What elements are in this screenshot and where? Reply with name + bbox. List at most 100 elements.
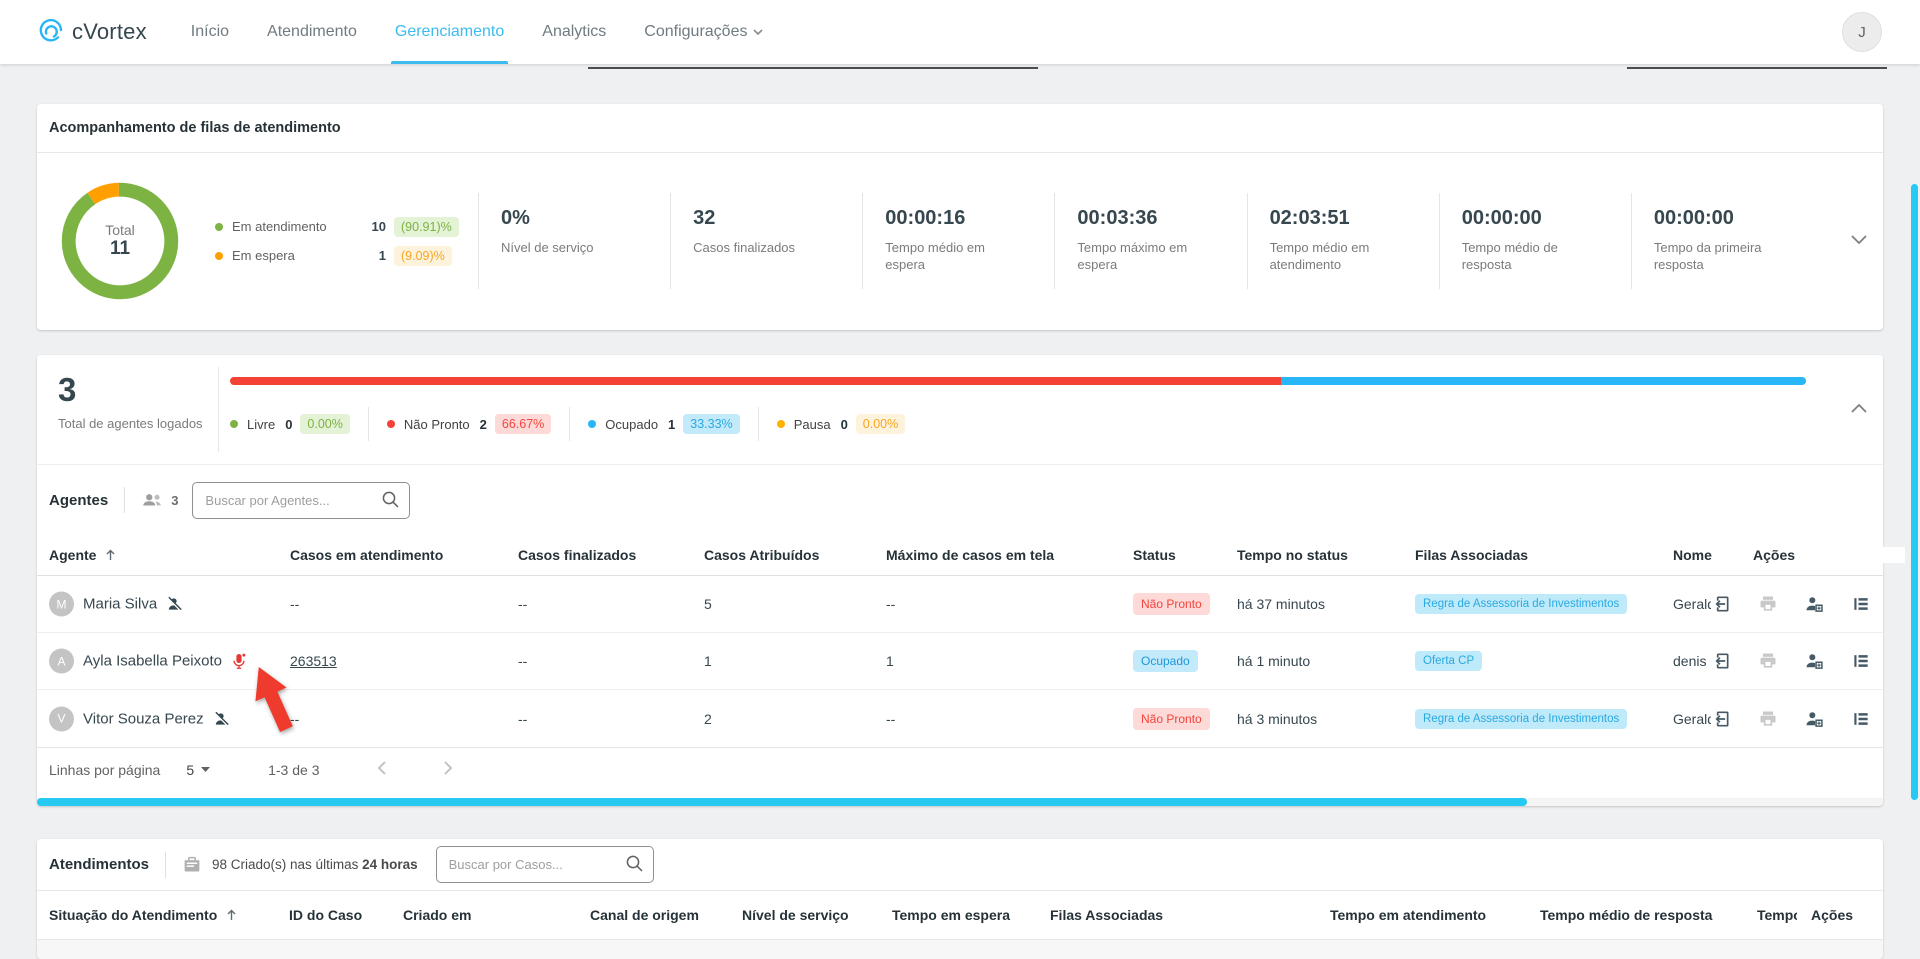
print-icon[interactable] — [1758, 651, 1778, 671]
mic-alert-icon[interactable] — [231, 652, 247, 670]
col-tempo-clipped[interactable]: Tempo — [1757, 907, 1797, 923]
nav-item-gerenciamento[interactable]: Gerenciamento — [390, 0, 509, 64]
legend-count: 0 — [285, 416, 293, 432]
user-avatar[interactable]: J — [1842, 12, 1882, 52]
legend-count: 2 — [479, 416, 487, 432]
status-bar-segment — [1280, 377, 1806, 385]
legend-count: 1 — [378, 248, 386, 263]
assign-agent-icon[interactable] — [1804, 594, 1824, 614]
caret-down-icon — [201, 767, 211, 772]
stat-tempo-primeira-resposta: 00:00:00 Tempo da primeira resposta — [1630, 193, 1823, 289]
horizontal-scrollbar-thumb[interactable] — [37, 798, 1527, 806]
col-filas-associadas[interactable]: Filas Associadas — [1050, 907, 1164, 923]
green-dot-icon — [230, 420, 238, 428]
col-canal-origem[interactable]: Canal de origem — [590, 907, 699, 923]
status-badge: Ocupado — [1133, 650, 1198, 672]
agents-status-bar — [230, 377, 1806, 385]
voice-off-icon[interactable] — [166, 596, 183, 613]
col-tempo-atendimento[interactable]: Tempo em atendimento — [1330, 907, 1487, 923]
col-situacao[interactable]: Situação do Atendimento — [49, 907, 237, 923]
col-acoes: Ações — [1805, 907, 1883, 923]
col-casos-atribuidos[interactable]: Casos Atribuídos — [704, 547, 820, 563]
divider — [165, 851, 167, 878]
cases-search — [435, 846, 654, 883]
col-acoes: Ações — [1749, 547, 1905, 563]
chevron-left-icon — [378, 761, 387, 775]
queue-list-icon[interactable] — [1851, 594, 1871, 614]
col-tempo-no-status[interactable]: Tempo no status — [1237, 547, 1348, 563]
casos-atribuidos-value: 1 — [704, 653, 712, 669]
stat-casos-finalizados: 32 Casos finalizados — [670, 193, 862, 289]
print-icon[interactable] — [1758, 709, 1778, 729]
agent-row-maria-silva[interactable]: M Maria Silva -- -- 5 -- Não Pronto há 3… — [37, 576, 1883, 633]
col-tempo-espera[interactable]: Tempo em espera — [892, 907, 1011, 923]
assign-agent-icon[interactable] — [1804, 651, 1824, 671]
case-link[interactable]: 263513 — [290, 653, 337, 669]
legend-count: 10 — [371, 219, 386, 234]
agents-summary: 3 Total de agentes logados Livre 0 0.00%… — [37, 355, 1883, 465]
horizontal-scrollbar-track[interactable] — [37, 798, 1883, 806]
agents-total-label: Total de agentes logados — [58, 416, 203, 431]
donut-legend: Em atendimento 10 (90.91)% Em espera 1 (… — [215, 208, 459, 275]
print-icon[interactable] — [1758, 594, 1778, 614]
status-bar-segment — [230, 377, 1281, 385]
agents-card: 3 Total de agentes logados Livre 0 0.00%… — [37, 355, 1905, 806]
col-criado-em[interactable]: Criado em — [403, 907, 472, 923]
logout-agent-icon[interactable] — [1711, 651, 1731, 671]
green-dot-icon — [215, 222, 223, 231]
legend-item-em-atendimento: Em atendimento 10 (90.91)% — [215, 216, 459, 237]
collapse-agents-card-button[interactable] — [1851, 400, 1867, 418]
brand[interactable]: cVortex — [38, 19, 147, 45]
blue-dot-icon — [588, 420, 597, 428]
agent-avatar: V — [49, 706, 74, 731]
search-icon[interactable] — [625, 854, 644, 873]
stat-label: Tempo da primeira resposta — [1653, 240, 1762, 272]
brand-logo-icon — [39, 19, 63, 42]
col-tempo-medio-resposta[interactable]: Tempo médio de resposta — [1540, 907, 1713, 923]
sort-asc-icon — [227, 909, 236, 920]
search-icon[interactable] — [381, 490, 400, 509]
sort-asc-icon — [106, 549, 115, 560]
rows-per-page-select[interactable]: 5 — [186, 762, 211, 778]
col-status[interactable]: Status — [1133, 547, 1176, 563]
row-actions — [1711, 576, 1871, 632]
nav-menu: Início Atendimento Gerenciamento Analyti… — [191, 0, 764, 64]
assign-agent-icon[interactable] — [1804, 709, 1824, 729]
tempo-no-status-value: há 1 minuto — [1237, 653, 1311, 669]
nav-item-configuracoes-label: Configurações — [644, 23, 748, 40]
col-id-do-caso[interactable]: ID do Caso — [289, 907, 363, 923]
vertical-scrollbar-thumb[interactable] — [1911, 184, 1918, 800]
col-filas-associadas[interactable]: Filas Associadas — [1415, 547, 1529, 563]
nav-item-inicio[interactable]: Início — [190, 23, 230, 40]
next-page-button[interactable] — [444, 761, 453, 778]
cases-search-input[interactable] — [435, 846, 654, 883]
col-nome[interactable]: Nome — [1673, 547, 1712, 563]
legend-count: 0 — [840, 416, 848, 432]
col-agente[interactable]: Agente — [49, 547, 116, 563]
agents-pagination: Linhas por página 5 1-3 de 3 — [37, 747, 1883, 791]
nav-item-configuracoes[interactable]: Configurações — [644, 0, 764, 64]
col-maximo-casos[interactable]: Máximo de casos em tela — [886, 547, 1055, 563]
casos-em-atendimento-value: -- — [290, 710, 300, 727]
col-casos-finalizados[interactable]: Casos finalizados — [518, 547, 637, 563]
collapse-queue-card-button[interactable] — [1851, 232, 1867, 250]
nav-item-analytics[interactable]: Analytics — [542, 23, 607, 40]
legend-item-ocupado: Ocupado 1 33.33% — [569, 407, 757, 441]
agents-search-input[interactable] — [192, 481, 411, 519]
legend-item-em-espera: Em espera 1 (9.09)% — [215, 245, 459, 266]
prev-page-button[interactable] — [377, 761, 387, 778]
queue-list-icon[interactable] — [1851, 651, 1871, 671]
agent-row-vitor-souza-perez[interactable]: V Vitor Souza Perez -- -- 2 -- Não Pront… — [37, 690, 1883, 747]
legend-label: Não Pronto — [403, 416, 470, 432]
logout-agent-icon[interactable] — [1711, 594, 1731, 614]
agent-row-ayla-isabella-peixoto[interactable]: A Ayla Isabella Peixoto 263513 -- 1 1 Oc… — [37, 633, 1883, 690]
logout-agent-icon[interactable] — [1711, 709, 1731, 729]
voice-off-icon[interactable] — [213, 710, 230, 727]
col-casos-em-atendimento[interactable]: Casos em atendimento — [290, 547, 444, 563]
queue-list-icon[interactable] — [1851, 709, 1871, 729]
legend-percent-badge: (9.09)% — [394, 245, 452, 266]
nav-item-atendimento[interactable]: Atendimento — [267, 23, 357, 40]
col-nivel-servico[interactable]: Nível de serviço — [742, 907, 849, 923]
status-badge: Não Pronto — [1133, 707, 1210, 730]
page-range: 1-3 de 3 — [268, 761, 320, 778]
